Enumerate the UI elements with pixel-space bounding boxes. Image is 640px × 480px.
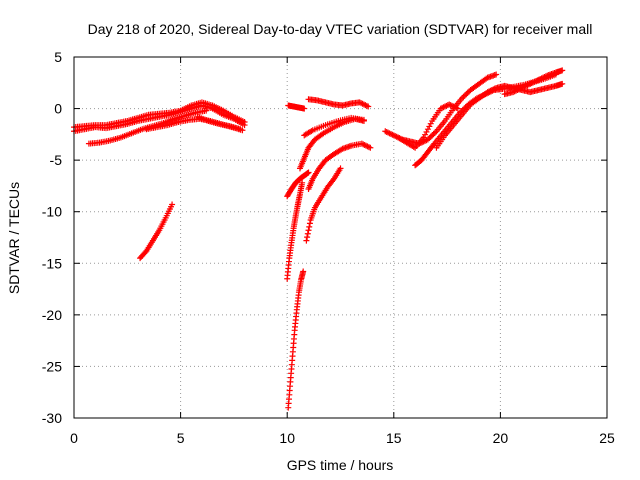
data-point [306,223,313,230]
data-point [169,201,176,208]
data-point [305,169,312,176]
data-point [203,107,210,114]
data-point [559,80,566,87]
y-tick-label: -10 [42,204,62,220]
data-point [454,105,461,112]
grid [74,57,607,418]
data-point [430,142,437,149]
data-point [304,230,311,237]
plot-frame [73,56,608,419]
data-point [460,93,467,100]
x-tick-label: 0 [70,430,78,446]
data-point [461,92,468,99]
data-point [337,165,344,172]
data-point [301,105,308,112]
axis-ticks: 0 5 10 15 20 25 5 0 -5 -10 -15 -20 -25 -30 [42,49,615,446]
data-point [330,177,337,184]
x-tick-label: 10 [279,430,295,446]
data-point [241,118,248,125]
data-point [427,133,434,140]
y-tick-label: 0 [54,101,62,117]
data-point [360,116,367,123]
data-point [432,129,439,136]
data-point [306,220,313,227]
y-axis-label: SDTVAR / TECUs [6,182,22,294]
data-point [422,131,429,138]
data-point [424,126,431,133]
data-point [426,123,433,130]
data-point [463,91,470,98]
x-tick-label: 5 [177,430,185,446]
data-point [427,120,434,127]
x-tick-label: 25 [599,430,615,446]
data-point [305,227,312,234]
data-point [303,237,310,244]
data-point [429,132,436,139]
data-point [430,131,437,138]
data-points [71,67,566,411]
y-tick-label: -15 [42,255,62,271]
chart-title: Day 218 of 2020, Sidereal Day-to-day VTE… [88,21,593,37]
data-point [367,144,374,151]
x-tick-label: 15 [386,430,402,446]
x-tick-label: 20 [493,430,509,446]
y-tick-label: -5 [50,152,63,168]
data-point [423,128,430,135]
data-point [493,71,500,78]
data-point [365,103,372,110]
y-tick-label: -30 [42,410,62,426]
data-point [237,126,244,133]
data-point [304,234,311,241]
y-tick-label: -20 [42,307,62,323]
y-tick-label: -25 [42,358,62,374]
data-point [464,89,471,96]
x-axis-label: GPS time / hours [287,457,394,473]
data-point [559,67,566,74]
data-point [299,179,306,186]
y-tick-label: 5 [54,49,62,65]
data-point [300,268,307,275]
